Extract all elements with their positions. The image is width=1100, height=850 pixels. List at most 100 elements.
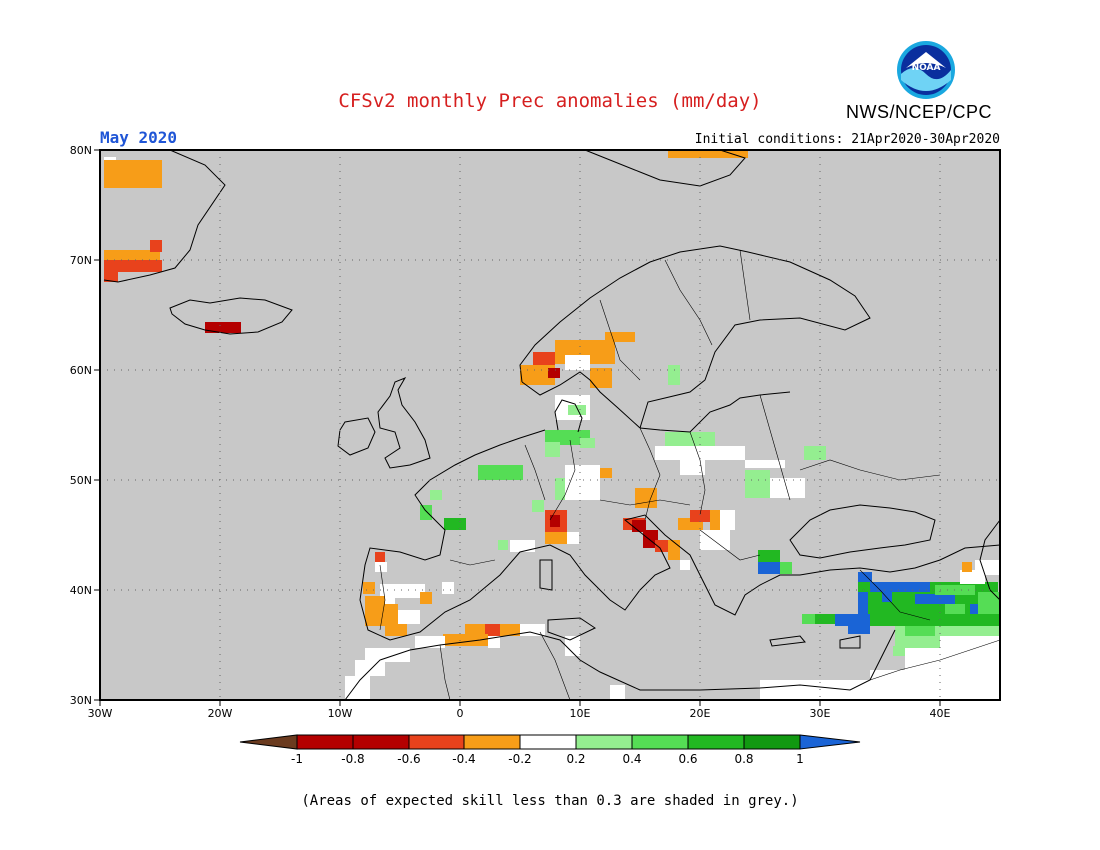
y-tick-label: 80N bbox=[70, 144, 92, 157]
colorbar-lower-arrow bbox=[239, 734, 298, 750]
anomaly-cell bbox=[655, 446, 745, 460]
colorbar-label: -0.8 bbox=[341, 752, 364, 766]
anomaly-cell bbox=[485, 624, 500, 636]
anomaly-cell bbox=[882, 592, 892, 602]
anomaly-cell bbox=[905, 648, 945, 700]
colorbar-label: 1 bbox=[796, 752, 804, 766]
anomaly-cell bbox=[848, 624, 870, 634]
colorbar-segment bbox=[631, 734, 689, 750]
colorbar-label: 0.6 bbox=[678, 752, 697, 766]
anomaly-cell bbox=[720, 510, 735, 530]
anomaly-cell bbox=[680, 560, 690, 570]
anomaly-cell bbox=[962, 562, 972, 572]
map-background bbox=[100, 150, 1000, 700]
anomaly-cell bbox=[610, 685, 625, 700]
anomaly-cell bbox=[532, 500, 544, 512]
anomaly-cell bbox=[420, 592, 432, 604]
anomaly-cell bbox=[580, 438, 595, 448]
anomaly-cell bbox=[760, 680, 870, 700]
anomaly-cell bbox=[835, 614, 870, 626]
anomaly-cell bbox=[510, 540, 535, 552]
anomaly-cell bbox=[565, 465, 600, 500]
anomaly-cell bbox=[905, 626, 935, 636]
anomaly-cell bbox=[104, 270, 118, 282]
colorbar-upper-arrow bbox=[799, 734, 861, 750]
anomaly-cell bbox=[345, 676, 370, 700]
anomaly-cell bbox=[385, 598, 395, 608]
colorbar-segment bbox=[687, 734, 745, 750]
anomaly-cell bbox=[488, 636, 500, 648]
agency-label: NWS/NCEP/CPC bbox=[846, 102, 993, 122]
colorbar-label: 0.8 bbox=[734, 752, 753, 766]
anomaly-cell bbox=[444, 518, 466, 530]
colorbar-segment bbox=[743, 734, 801, 750]
noaa-logo-text: NOAA bbox=[912, 63, 941, 73]
x-tick-label: 30E bbox=[810, 707, 831, 720]
anomaly-cell bbox=[745, 460, 785, 468]
anomaly-cell bbox=[555, 478, 567, 500]
anomaly-cell bbox=[915, 594, 955, 604]
x-tick-label: 10E bbox=[570, 707, 591, 720]
anomaly-cell bbox=[567, 532, 579, 544]
anomaly-cell bbox=[385, 624, 407, 636]
anomaly-cell bbox=[945, 604, 965, 614]
anomaly-cell bbox=[893, 646, 905, 656]
anomaly-cells bbox=[104, 150, 1000, 700]
anomaly-cell bbox=[780, 562, 792, 574]
anomaly-cell bbox=[668, 150, 748, 158]
anomaly-cell bbox=[804, 446, 826, 460]
anomaly-cell bbox=[533, 352, 555, 366]
colorbar-segment bbox=[408, 734, 465, 750]
anomaly-cell bbox=[710, 510, 722, 530]
forecast-month: May 2020 bbox=[100, 128, 178, 147]
x-axis-labels: 30W 20W 10W 0 10E 20E 30E 40E bbox=[88, 707, 951, 720]
y-tick-label: 70N bbox=[70, 254, 92, 267]
anomaly-cell bbox=[478, 465, 523, 480]
y-tick-label: 30N bbox=[70, 694, 92, 707]
y-tick-label: 60N bbox=[70, 364, 92, 377]
anomaly-cell bbox=[870, 670, 910, 700]
chart-title: CFSv2 monthly Prec anomalies (mm/day) bbox=[338, 90, 762, 112]
anomaly-cell bbox=[655, 540, 670, 552]
anomaly-cell bbox=[565, 355, 590, 370]
anomaly-cell bbox=[104, 160, 162, 188]
x-tick-label: 30W bbox=[88, 707, 113, 720]
y-axis-labels: 80N 70N 60N 50N 40N 30N bbox=[70, 144, 92, 707]
anomaly-cell bbox=[978, 592, 1000, 614]
anomaly-cell bbox=[668, 540, 680, 560]
anomaly-cell bbox=[758, 550, 780, 562]
country-borders bbox=[379, 249, 1001, 701]
anomaly-cell bbox=[895, 636, 940, 648]
skill-footnote: (Areas of expected skill less than 0.3 a… bbox=[301, 793, 799, 809]
map-frame bbox=[99, 149, 1001, 701]
anomaly-cell bbox=[545, 442, 560, 457]
anomaly-cell bbox=[815, 614, 835, 624]
anomaly-cell bbox=[380, 584, 425, 598]
y-tick-label: 40N bbox=[70, 584, 92, 597]
anomaly-cell bbox=[355, 660, 385, 676]
anomaly-cell bbox=[870, 582, 930, 592]
colorbar-segment bbox=[352, 734, 410, 750]
anomaly-cell bbox=[690, 510, 714, 522]
anomaly-cell bbox=[545, 532, 567, 544]
colorbar-label: -0.6 bbox=[397, 752, 420, 766]
colorbar-segment bbox=[296, 734, 354, 750]
colorbar-segment bbox=[463, 734, 521, 750]
anomaly-cell bbox=[680, 455, 705, 475]
colorbar-segment bbox=[575, 734, 633, 750]
x-tick-label: 40E bbox=[930, 707, 951, 720]
colorbar-label: -0.4 bbox=[452, 752, 475, 766]
anomaly-cell bbox=[498, 540, 508, 550]
anomaly-cell bbox=[665, 432, 715, 446]
anomaly-cell bbox=[550, 515, 560, 527]
anomaly-cell bbox=[590, 368, 612, 388]
noaa-logo: NOAA bbox=[897, 41, 955, 99]
anomaly-cell bbox=[375, 562, 387, 572]
y-tick-label: 50N bbox=[70, 474, 92, 487]
initial-conditions: Initial conditions: 21Apr2020-30Apr2020 bbox=[694, 132, 1000, 147]
anomaly-cell bbox=[858, 572, 872, 584]
anomaly-cell bbox=[605, 332, 635, 342]
x-tick-label: 20E bbox=[690, 707, 711, 720]
anomaly-cell bbox=[870, 614, 1000, 626]
